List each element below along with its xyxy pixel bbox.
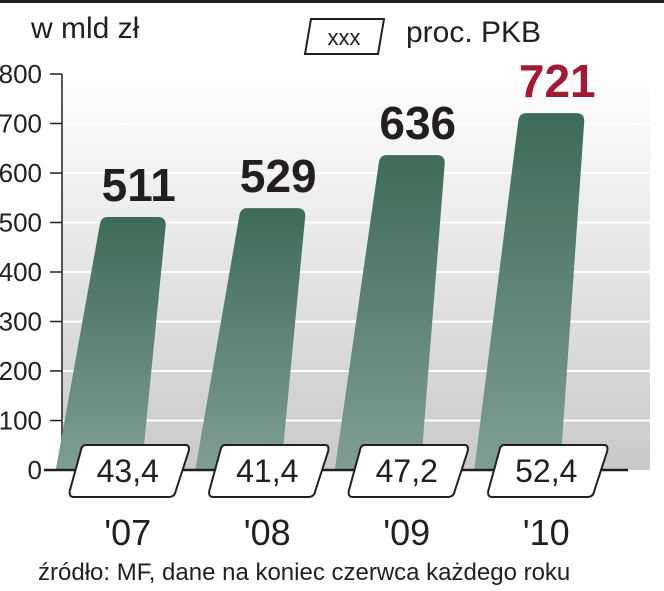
year-labels: '07 '08 '09 '10	[104, 512, 569, 553]
y-tick-label: 0	[28, 455, 42, 485]
gdp-percent-box	[347, 444, 469, 498]
y-tick-label: 400	[0, 257, 42, 287]
gdp-percent-label: 41,4	[236, 453, 298, 489]
value-label: 511	[102, 159, 176, 211]
y-tick-label: 500	[0, 208, 42, 238]
gdp-percent-label: 43,4	[97, 453, 159, 489]
gdp-percent-box	[68, 444, 190, 498]
value-label: 721	[519, 55, 596, 107]
gdp-percent-box	[487, 444, 609, 498]
x-tick-label: '10	[523, 512, 570, 553]
value-labels: 511 529 636 721	[102, 55, 596, 211]
bar-09	[334, 155, 445, 470]
bar-10	[474, 113, 585, 470]
bars	[55, 113, 585, 470]
source-note: źródło: MF, dane na koniec czerwca każde…	[38, 559, 570, 586]
legend-label: proc. PKB	[406, 16, 541, 49]
value-label: 529	[240, 150, 317, 202]
y-tick-label: 800	[0, 59, 42, 89]
gdp-percent-label: 47,2	[376, 453, 438, 489]
y-tick-label: 600	[0, 158, 42, 188]
unit-label: w mld zł	[30, 12, 140, 45]
y-tick-label: 300	[0, 307, 42, 337]
value-label: 636	[379, 97, 456, 149]
y-tick-label: 200	[0, 356, 42, 386]
x-tick-label: '07	[104, 512, 151, 553]
gdp-percent-labels: 43,4 41,4 47,2 52,4	[68, 444, 609, 498]
x-tick-label: '08	[244, 512, 291, 553]
legend-box-text: xxx	[328, 25, 361, 50]
bar-08	[195, 208, 306, 470]
gdp-percent-label: 52,4	[515, 453, 577, 489]
y-tick-label: 100	[0, 406, 42, 436]
x-tick-label: '09	[383, 512, 430, 553]
y-tick-label: 700	[0, 109, 42, 139]
legend-box	[303, 18, 386, 55]
y-axis-ticks: 800 700 600 500 400 300 200 100 0	[0, 59, 62, 485]
bar-07	[55, 217, 166, 470]
gdp-percent-box	[208, 444, 330, 498]
